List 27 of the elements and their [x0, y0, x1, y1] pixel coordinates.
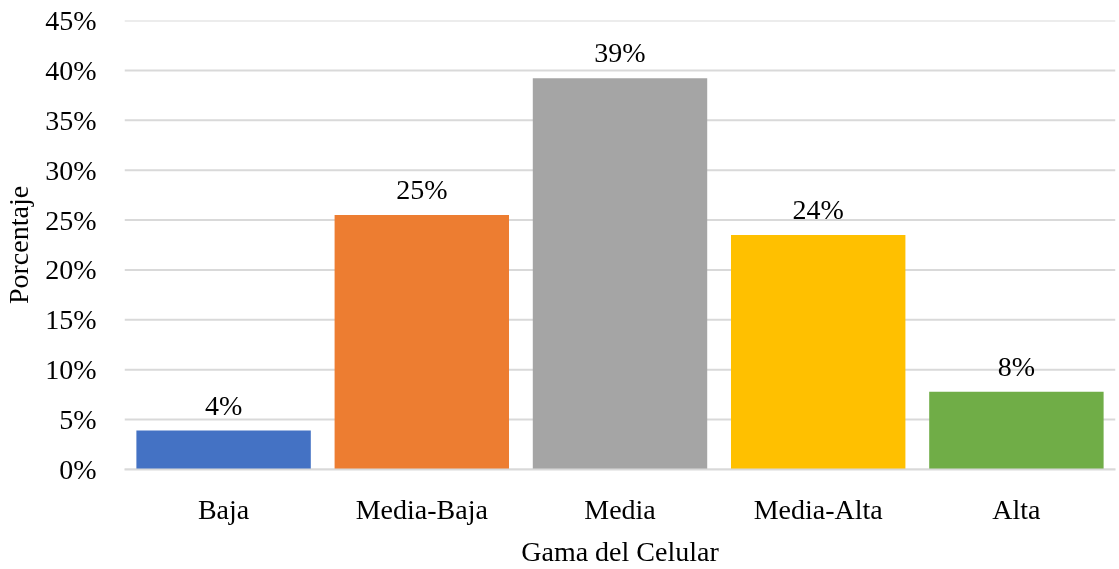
y-tick-label: 0% — [59, 454, 97, 485]
y-axis-title: Porcentaje — [3, 185, 35, 305]
bar — [929, 391, 1104, 470]
y-tick-label: 30% — [45, 154, 97, 186]
bar — [730, 235, 906, 470]
data-label: 25% — [396, 174, 448, 206]
y-tick-label: 40% — [45, 54, 97, 86]
y-tick-label: 35% — [45, 104, 97, 136]
x-tick-label: Baja — [197, 493, 250, 525]
bar — [532, 78, 708, 470]
x-tick-label: Media-Alta — [753, 493, 884, 525]
y-tick-label: 20% — [45, 254, 97, 286]
data-label: 24% — [792, 194, 844, 226]
data-label: 8% — [997, 350, 1036, 382]
y-tick-label: 5% — [59, 404, 97, 436]
y-tick-label: 45% — [45, 5, 97, 36]
data-label: 4% — [204, 389, 243, 421]
x-tick-label: Alta — [992, 493, 1042, 525]
x-tick-label: Media — [584, 493, 657, 525]
y-tick-label: 25% — [45, 204, 97, 236]
y-tick-label: 15% — [45, 304, 97, 336]
x-axis-title: Gama del Celular — [521, 535, 720, 567]
data-label: 39% — [594, 37, 646, 69]
y-tick-label: 10% — [45, 354, 97, 386]
x-tick-label: Media-Baja — [355, 493, 489, 525]
bar — [334, 215, 510, 470]
bar — [136, 430, 311, 470]
